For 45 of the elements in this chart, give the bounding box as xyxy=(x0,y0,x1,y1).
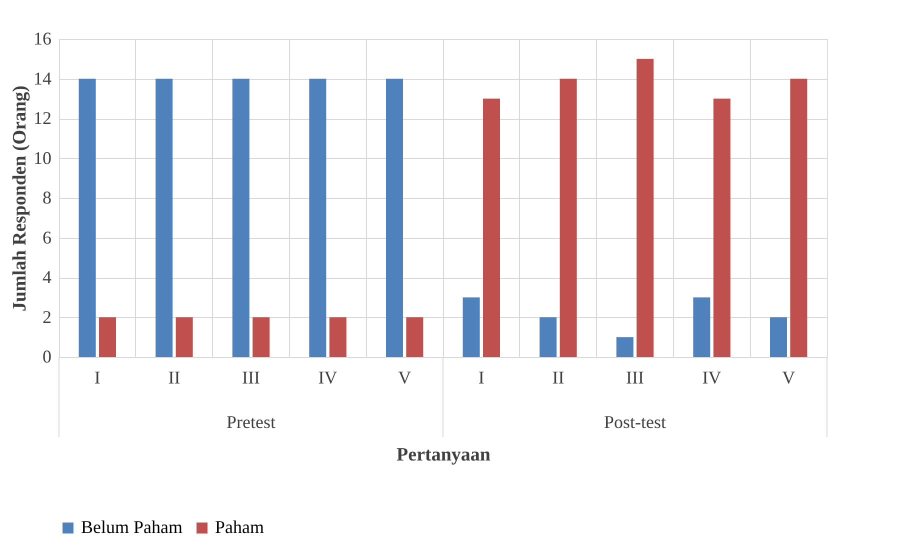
bar xyxy=(386,78,403,357)
bar xyxy=(790,78,808,357)
bar xyxy=(713,98,730,357)
bar xyxy=(636,58,654,357)
y-tick-label: 6 xyxy=(42,227,52,248)
x-tick-label: IV xyxy=(318,368,338,388)
bar xyxy=(78,78,96,357)
bar xyxy=(560,78,577,357)
bar xyxy=(616,337,634,357)
y-tick-label: 14 xyxy=(34,68,52,88)
y-tick-label: 8 xyxy=(42,188,52,208)
bar xyxy=(329,317,346,357)
x-tick-label: II xyxy=(168,368,180,388)
legend-label: Belum Paham xyxy=(81,517,182,537)
bar xyxy=(252,317,270,357)
text: Pretest xyxy=(226,412,276,432)
x-tick-label: III xyxy=(626,368,644,388)
bar xyxy=(540,317,557,357)
x-axis-title: Pertanyaan xyxy=(396,444,491,466)
x-tick-label: II xyxy=(552,368,564,388)
y-tick-label: 2 xyxy=(42,306,52,327)
bar xyxy=(232,78,250,357)
bar xyxy=(176,317,193,357)
y-tick-label: 0 xyxy=(42,346,52,366)
bar xyxy=(770,317,787,357)
y-axis-title: Jumlah Responden (Orang) xyxy=(10,86,30,312)
y-tick-label: 16 xyxy=(34,28,52,48)
y-tick-label: 4 xyxy=(42,267,52,287)
x-tick-label: V xyxy=(398,368,412,388)
bar xyxy=(406,317,424,357)
y-tick-label: 12 xyxy=(34,108,52,128)
legend-label: Paham xyxy=(215,517,264,537)
y-tick-label: 10 xyxy=(34,148,52,168)
bar xyxy=(99,317,116,357)
text: Post-test xyxy=(604,412,666,432)
x-tick-label: III xyxy=(242,368,260,388)
x-tick-label: IV xyxy=(702,368,722,388)
bar xyxy=(156,78,173,357)
x-tick-label: I xyxy=(94,368,100,388)
bar xyxy=(462,297,480,357)
bar xyxy=(693,297,710,357)
x-tick-label: I xyxy=(478,368,484,388)
bar xyxy=(309,78,326,357)
bar xyxy=(483,98,500,357)
x-tick-label: V xyxy=(782,368,796,388)
